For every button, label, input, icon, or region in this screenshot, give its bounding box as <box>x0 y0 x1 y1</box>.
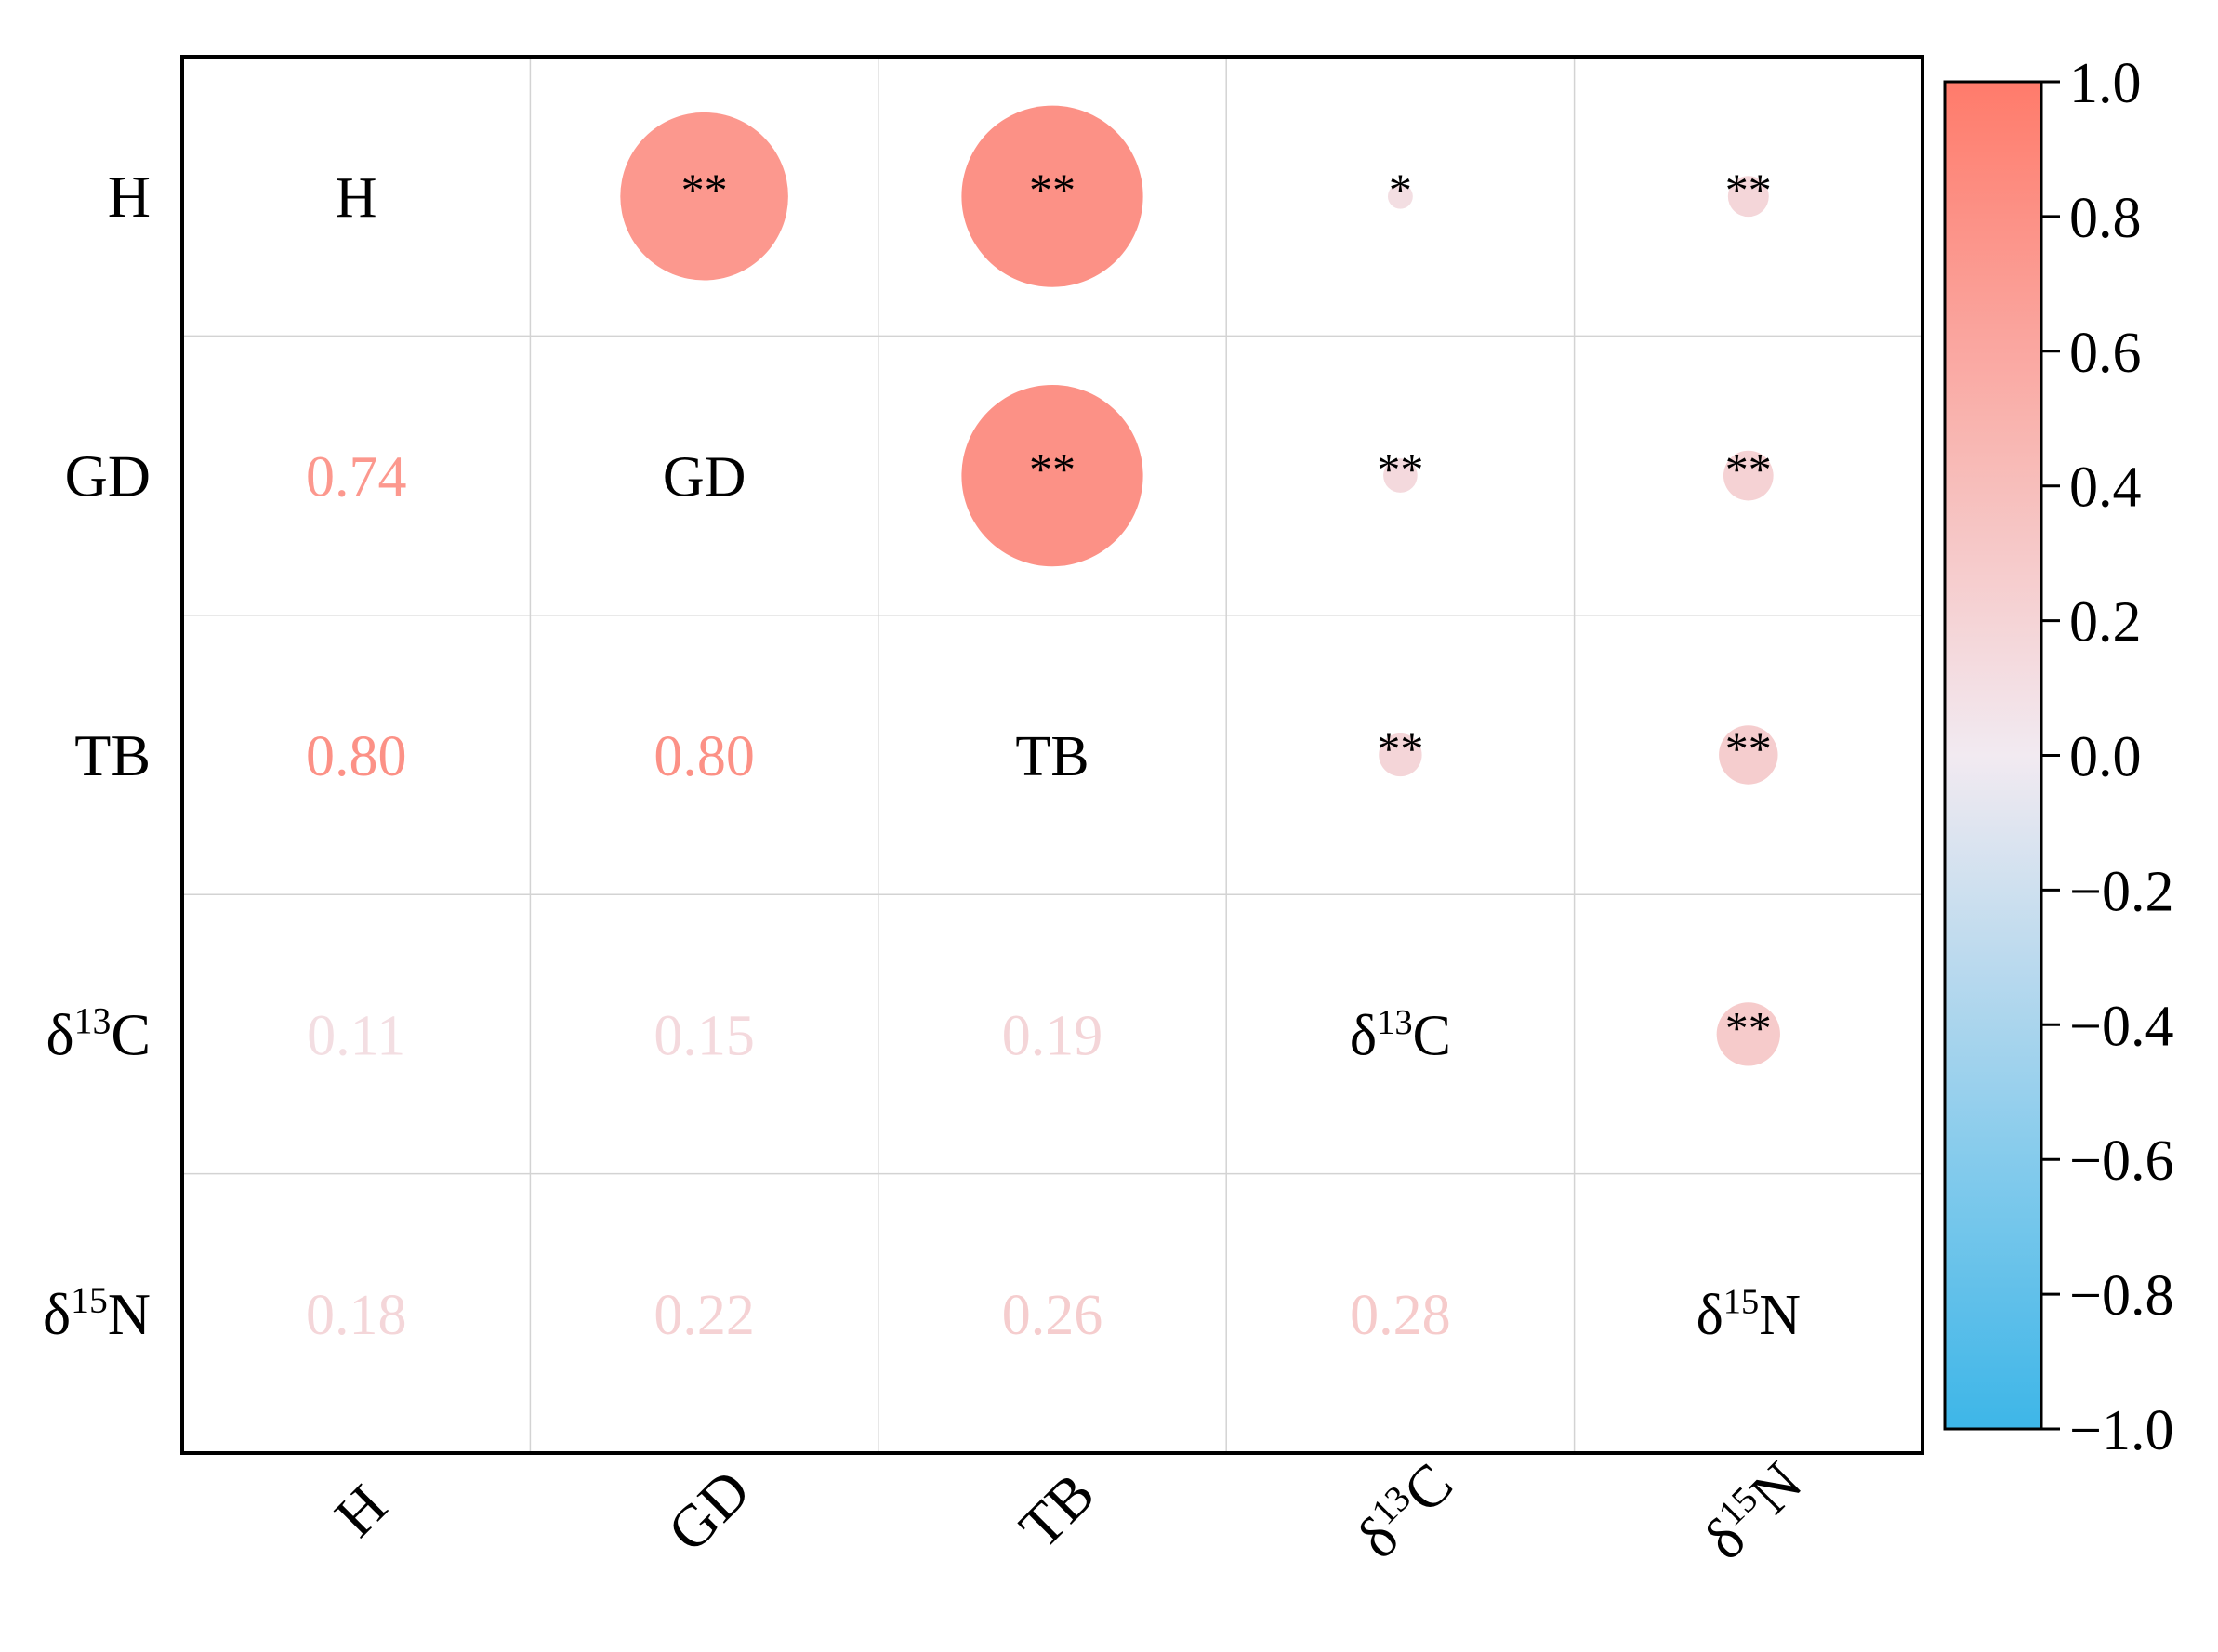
y-tick-label: H <box>108 164 151 230</box>
correlation-circle <box>1719 725 1778 785</box>
correlation-circle <box>1383 458 1418 493</box>
correlation-circle <box>961 385 1143 567</box>
x-tick-label: H <box>323 1472 400 1549</box>
colorbar-tick-label: −0.4 <box>2069 995 2173 1058</box>
y-tick-label: δ15N <box>43 1280 151 1347</box>
x-tick-label: δ15N <box>1691 1448 1815 1572</box>
x-tick-label: δ13C <box>1344 1449 1466 1571</box>
colorbar-tick-label: 0.6 <box>2069 322 2142 385</box>
y-tick-label: GD <box>65 443 151 509</box>
colorbar-tick-label: −0.2 <box>2069 860 2173 923</box>
significance-label: ** <box>1377 443 1423 496</box>
correlation-circle <box>1723 450 1774 501</box>
correlation-circle <box>1379 733 1422 777</box>
significance-label: ** <box>1377 722 1423 774</box>
correlation-value-label: 0.74 <box>306 446 407 509</box>
y-tick-label: δ13C <box>46 1000 151 1067</box>
diagonal-label: TB <box>1015 725 1089 788</box>
colorbar <box>1943 80 2043 1431</box>
correlation-value-label: 0.28 <box>1350 1284 1451 1347</box>
correlation-circle <box>1727 176 1769 218</box>
colorbar-tick-label: 0.0 <box>2069 726 2142 789</box>
correlation-circle <box>620 112 788 281</box>
correlation-value-label: 0.18 <box>306 1284 407 1347</box>
colorbar-tick-label: −0.6 <box>2069 1130 2173 1193</box>
diagonal-label: H <box>336 166 377 230</box>
diagonal-label: δ15N <box>1697 1282 1801 1346</box>
correlation-value-label: 0.80 <box>654 725 755 788</box>
significance-label: ** <box>1029 443 1076 496</box>
significance-label: ** <box>1725 722 1772 774</box>
correlation-value-label: 0.26 <box>1002 1284 1103 1347</box>
correlation-value-label: 0.22 <box>654 1284 755 1347</box>
correlation-circle <box>961 105 1143 287</box>
colorbar-tick-label: 0.4 <box>2069 456 2142 520</box>
y-tick-label: TB <box>74 722 151 788</box>
significance-label: ** <box>1725 443 1772 496</box>
significance-label: ** <box>681 164 728 216</box>
significance-label: ** <box>1725 1001 1772 1053</box>
colorbar-tick-label: 0.8 <box>2069 187 2142 250</box>
plot-frame <box>180 55 1924 1455</box>
diagonal-label: δ13C <box>1350 1003 1451 1067</box>
correlation-value-label: 0.19 <box>1002 1004 1103 1067</box>
x-tick-label: TB <box>1007 1460 1107 1561</box>
colorbar-tick-label: 1.0 <box>2069 52 2142 115</box>
significance-label: ** <box>1725 164 1772 216</box>
significance-label: * <box>1389 164 1412 216</box>
correlation-value-label: 0.80 <box>306 725 407 788</box>
colorbar-tick-label: −1.0 <box>2069 1399 2173 1462</box>
correlation-circle <box>1387 183 1413 209</box>
correlation-value-label: 0.11 <box>307 1004 405 1067</box>
colorbar-tick-label: 0.2 <box>2069 591 2142 654</box>
correlation-value-label: 0.15 <box>654 1004 755 1067</box>
significance-label: ** <box>1029 164 1076 216</box>
correlation-circle <box>1716 1002 1780 1066</box>
diagonal-label: GD <box>663 446 746 509</box>
colorbar-tick-label: −0.8 <box>2069 1264 2173 1328</box>
x-tick-label: GD <box>655 1457 763 1565</box>
